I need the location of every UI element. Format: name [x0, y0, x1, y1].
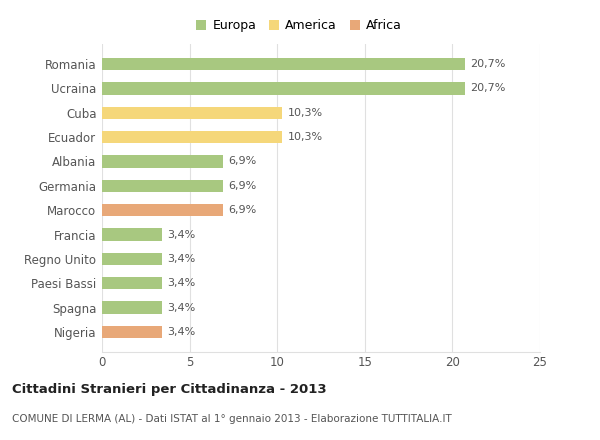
- Text: 6,9%: 6,9%: [228, 181, 256, 191]
- Bar: [102, 106, 283, 119]
- Bar: [102, 204, 223, 216]
- Text: 10,3%: 10,3%: [288, 108, 323, 118]
- Text: 10,3%: 10,3%: [288, 132, 323, 142]
- Bar: [102, 277, 161, 290]
- Text: 3,4%: 3,4%: [167, 327, 195, 337]
- Text: Cittadini Stranieri per Cittadinanza - 2013: Cittadini Stranieri per Cittadinanza - 2…: [12, 383, 326, 396]
- Bar: [102, 253, 161, 265]
- Legend: Europa, America, Africa: Europa, America, Africa: [196, 19, 402, 33]
- Bar: [102, 58, 464, 70]
- Bar: [102, 301, 161, 314]
- Bar: [102, 228, 161, 241]
- Bar: [102, 155, 223, 168]
- Text: 6,9%: 6,9%: [228, 205, 256, 215]
- Bar: [102, 82, 464, 95]
- Text: 6,9%: 6,9%: [228, 157, 256, 166]
- Text: 3,4%: 3,4%: [167, 230, 195, 239]
- Bar: [102, 180, 223, 192]
- Text: 20,7%: 20,7%: [470, 59, 505, 69]
- Text: 3,4%: 3,4%: [167, 254, 195, 264]
- Text: 20,7%: 20,7%: [470, 84, 505, 93]
- Text: 3,4%: 3,4%: [167, 278, 195, 288]
- Bar: [102, 326, 161, 338]
- Text: COMUNE DI LERMA (AL) - Dati ISTAT al 1° gennaio 2013 - Elaborazione TUTTITALIA.I: COMUNE DI LERMA (AL) - Dati ISTAT al 1° …: [12, 414, 452, 424]
- Text: 3,4%: 3,4%: [167, 303, 195, 312]
- Bar: [102, 131, 283, 143]
